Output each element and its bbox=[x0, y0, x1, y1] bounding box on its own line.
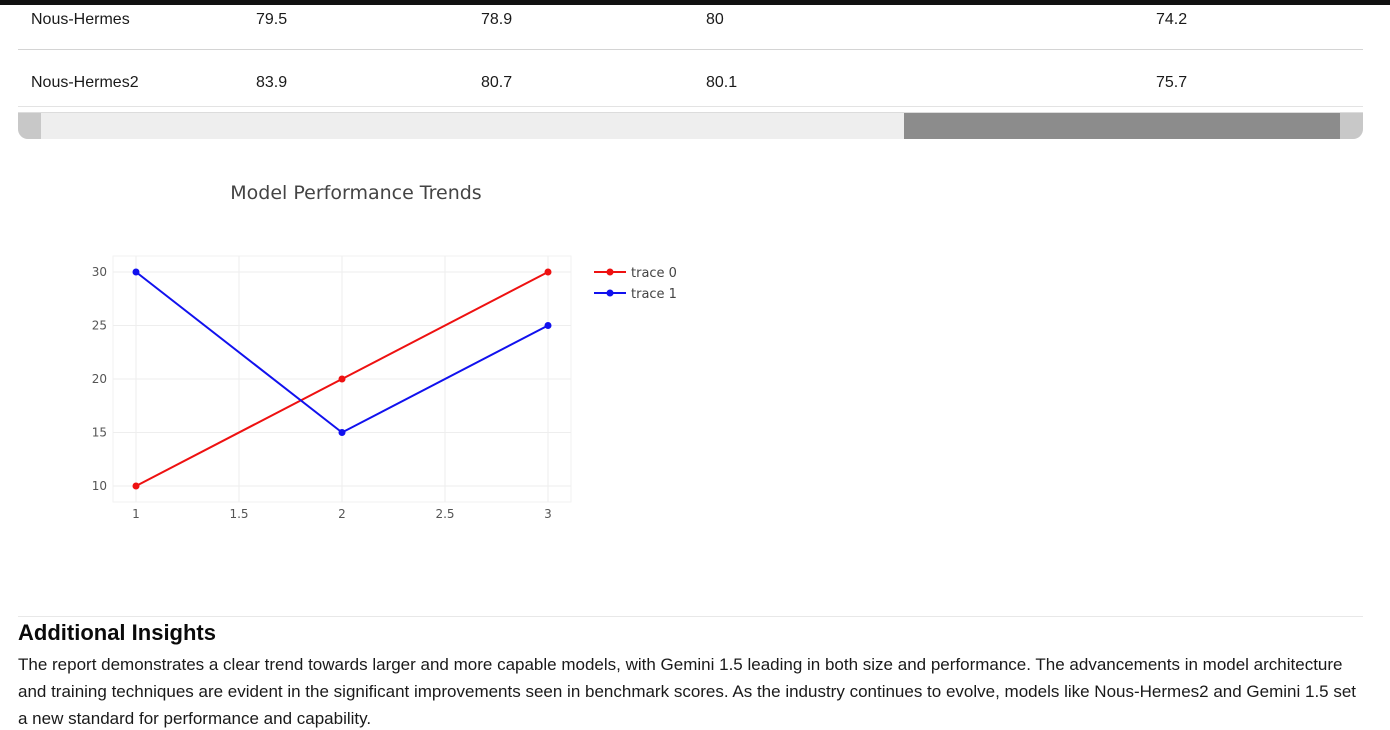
x-tick-label: 1 bbox=[132, 507, 140, 521]
model-name-cell: Nous-Hermes2 bbox=[31, 74, 139, 91]
y-tick-label: 25 bbox=[92, 319, 107, 333]
chart-series bbox=[132, 268, 552, 490]
model-name-cell: Nous-Hermes bbox=[31, 11, 130, 28]
chart-title: Model Performance Trends bbox=[230, 182, 481, 204]
insights-paragraph: The report demonstrates a clear trend to… bbox=[18, 655, 1357, 728]
score-cell: 78.9 bbox=[481, 11, 513, 28]
data-point bbox=[544, 268, 552, 276]
y-tick-label: 20 bbox=[92, 372, 107, 386]
top-border bbox=[0, 0, 1390, 5]
scroll-right-button[interactable] bbox=[1340, 113, 1363, 139]
x-tick-label: 2.5 bbox=[435, 507, 454, 521]
chart-ticks: 1 1.5 2 2.5 3 10 15 20 25 30 bbox=[92, 265, 552, 521]
results-table: Nous-Hermes 79.5 78.9 80 74.2 Nous-Herme… bbox=[18, 5, 1363, 107]
data-point bbox=[544, 322, 552, 329]
chart-legend[interactable]: trace 0 trace 1 bbox=[594, 266, 677, 302]
legend-marker bbox=[606, 289, 614, 297]
scroll-left-button[interactable] bbox=[18, 113, 41, 139]
scrollbar-thumb[interactable] bbox=[904, 113, 1340, 139]
table-row: Nous-Hermes 79.5 78.9 80 74.2 bbox=[18, 5, 1363, 50]
data-point bbox=[338, 375, 346, 383]
score-cell: 74.2 bbox=[1156, 11, 1188, 28]
score-cell: 75.7 bbox=[1156, 74, 1188, 91]
x-tick-label: 1.5 bbox=[229, 507, 248, 521]
y-tick-label: 30 bbox=[92, 265, 107, 279]
legend-label: trace 1 bbox=[631, 287, 677, 302]
table-horizontal-scrollbar[interactable] bbox=[18, 112, 1363, 139]
score-cell: 80 bbox=[706, 11, 724, 28]
data-point bbox=[338, 429, 346, 436]
table-row: Nous-Hermes2 83.9 80.7 80.1 75.7 bbox=[18, 50, 1363, 107]
chart-svg: Model Performance Trends 1 1.5 2 2.5 3 10 15 20… bbox=[92, 182, 677, 521]
score-cell: 83.9 bbox=[256, 74, 288, 91]
score-cell: 80.1 bbox=[706, 74, 738, 91]
performance-chart: Model Performance Trends 1 1.5 2 2.5 3 10 15 20… bbox=[18, 160, 718, 560]
x-tick-label: 2 bbox=[338, 507, 346, 521]
score-cell: 79.5 bbox=[256, 11, 288, 28]
data-point bbox=[132, 482, 140, 490]
score-cell: 80.7 bbox=[481, 74, 513, 91]
section-divider bbox=[18, 616, 1363, 617]
legend-label: trace 0 bbox=[631, 266, 677, 281]
data-point bbox=[132, 268, 140, 276]
insights-heading: Additional Insights bbox=[18, 620, 216, 645]
legend-marker bbox=[606, 268, 614, 276]
y-tick-label: 15 bbox=[92, 426, 107, 440]
x-tick-label: 3 bbox=[544, 507, 552, 521]
y-tick-label: 10 bbox=[92, 479, 107, 493]
